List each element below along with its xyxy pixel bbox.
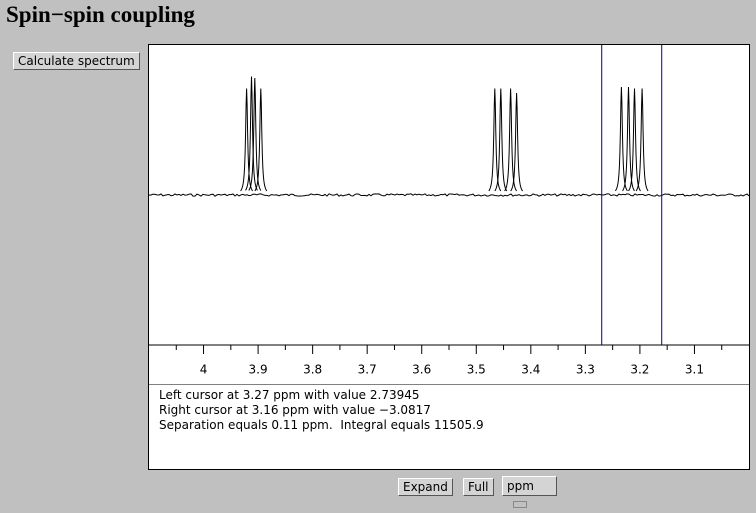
peak	[504, 88, 518, 192]
peak	[622, 86, 635, 192]
peak	[488, 88, 502, 192]
calculate-button[interactable]: Calculate spectrum	[13, 52, 140, 70]
peak	[635, 88, 649, 192]
peak	[254, 88, 268, 192]
units-select[interactable]: ppm	[502, 476, 557, 508]
x-tick-label: 4	[200, 363, 208, 377]
x-tick-label: 3.6	[412, 363, 431, 377]
peak	[628, 88, 641, 192]
x-tick-label: 3.4	[521, 363, 540, 377]
x-tick-label: 3.5	[467, 363, 486, 377]
x-tick-label: 3.9	[249, 363, 268, 377]
peak	[614, 86, 628, 192]
page-title: Spin−spin coupling	[6, 2, 195, 27]
x-tick-label: 3.2	[630, 363, 649, 377]
units-label: ppm	[507, 479, 534, 493]
spectrum-panel: 4 3.9 3.8 3.7 3.6 3.5 3.4 3.3 3.2 3.1 Left cursor…	[148, 44, 750, 470]
chart: 4 3.9 3.8 3.7 3.6 3.5 3.4 3.3 3.2 3.1	[149, 45, 749, 385]
peak	[510, 92, 524, 192]
info-line: Right cursor at 3.16 ppm with value −3.0…	[159, 403, 431, 417]
info-line: Separation equals 0.11 ppm. Integral equ…	[159, 418, 484, 432]
full-button[interactable]: Full	[463, 478, 494, 496]
peak	[494, 88, 508, 192]
x-tick-label: 3.3	[576, 363, 595, 377]
x-tick-label: 3.1	[685, 363, 704, 377]
peak	[248, 77, 262, 191]
x-tick-label: 3.8	[303, 363, 322, 377]
baseline	[149, 193, 749, 197]
info-line: Left cursor at 3.27 ppm with value 2.739…	[159, 388, 420, 402]
select-indicator	[513, 501, 527, 508]
peak	[245, 76, 258, 191]
expand-button[interactable]: Expand	[398, 478, 453, 496]
x-tick-label: 3.7	[358, 363, 377, 377]
